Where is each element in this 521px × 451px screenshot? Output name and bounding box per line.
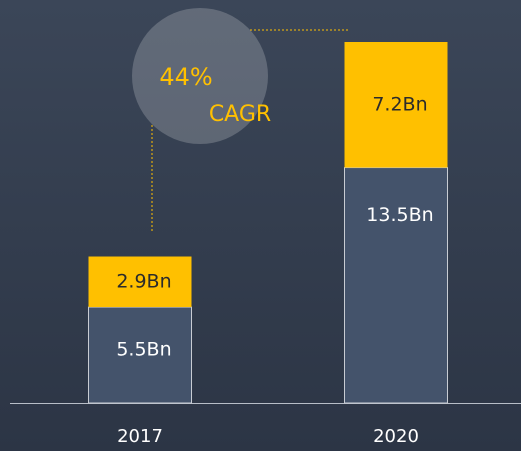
bar-segment — [344, 42, 448, 168]
value-label: 7.2Bn — [372, 93, 427, 115]
bar-segment — [88, 256, 192, 308]
cagr-label: CAGR — [209, 102, 271, 127]
value-label: 2.9Bn — [116, 270, 171, 292]
value-label: 5.5Bn — [116, 339, 171, 361]
cagr-bubble — [132, 8, 268, 144]
x-tick-label: 2020 — [373, 426, 419, 447]
cagr-value: 44% — [159, 63, 212, 91]
bar-segment — [344, 167, 448, 404]
x-tick-label: 2017 — [117, 426, 163, 447]
value-label: 13.5Bn — [366, 204, 433, 226]
